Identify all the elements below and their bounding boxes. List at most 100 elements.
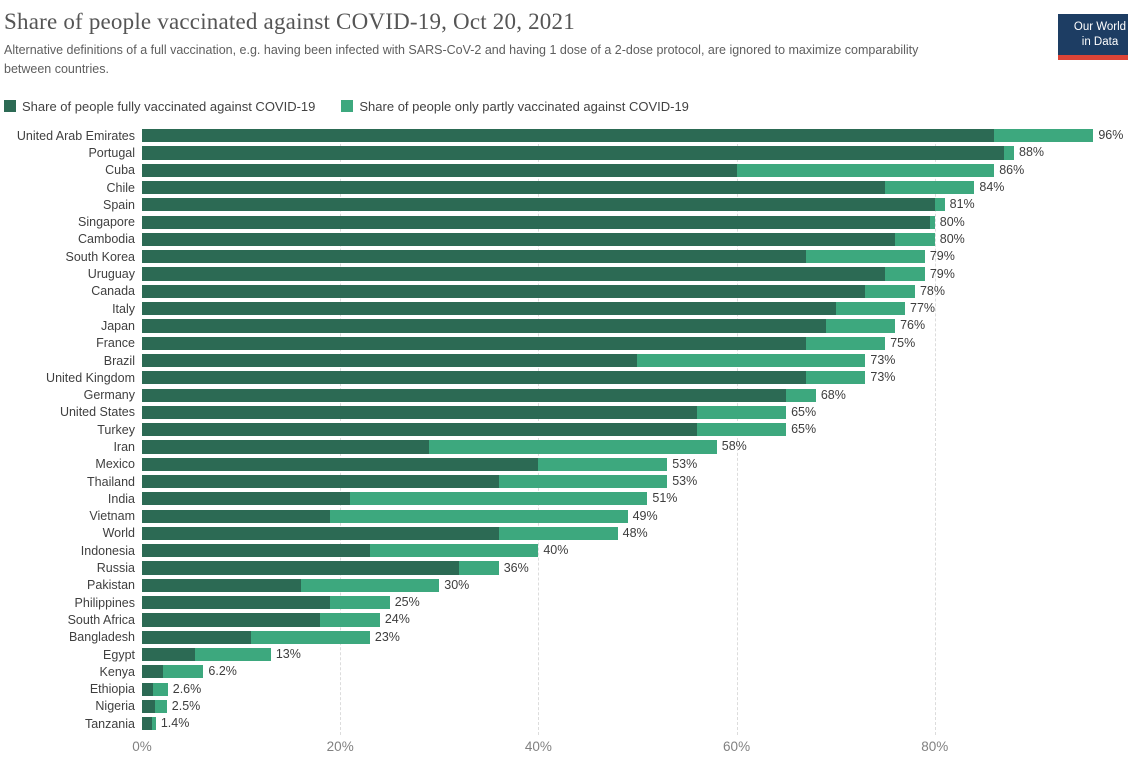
bar-track[interactable]: 76% [142, 319, 1128, 333]
bar-partly-segment[interactable] [459, 561, 499, 575]
bar-fully-segment[interactable] [142, 163, 737, 177]
bar-fully-segment[interactable] [142, 613, 321, 627]
legend-item-fully[interactable]: Share of people fully vaccinated against… [4, 99, 315, 114]
bar-partly-segment[interactable] [151, 717, 156, 731]
bar-partly-segment[interactable] [320, 613, 380, 627]
bar-fully-segment[interactable] [142, 457, 539, 471]
bar-fully-segment[interactable] [142, 699, 155, 714]
bar-track[interactable]: 53% [142, 474, 1128, 489]
bar-partly-segment[interactable] [885, 267, 925, 281]
bar-fully-segment[interactable] [142, 198, 935, 212]
bar-partly-segment[interactable] [369, 544, 539, 558]
bar-track[interactable]: 40% [142, 544, 1128, 558]
bar-partly-segment[interactable] [994, 129, 1094, 143]
bar-track[interactable]: 36% [142, 561, 1128, 575]
bar-fully-segment[interactable] [142, 526, 499, 541]
bar-fully-segment[interactable] [142, 717, 152, 731]
bar-fully-segment[interactable] [142, 180, 886, 195]
bar-track[interactable]: 73% [142, 371, 1128, 385]
bar-fully-segment[interactable] [142, 474, 499, 489]
bar-partly-segment[interactable] [885, 180, 975, 195]
bar-track[interactable]: 58% [142, 440, 1128, 454]
bar-track[interactable]: 96% [142, 129, 1128, 143]
bar-partly-segment[interactable] [805, 336, 886, 350]
bar-track[interactable]: 86% [142, 163, 1128, 177]
bar-partly-segment[interactable] [929, 215, 935, 229]
bar-track[interactable]: 68% [142, 388, 1128, 402]
bar-track[interactable]: 13% [142, 647, 1128, 662]
bar-fully-segment[interactable] [142, 630, 251, 644]
bar-partly-segment[interactable] [835, 302, 906, 316]
bar-track[interactable]: 48% [142, 526, 1128, 541]
bar-track[interactable]: 84% [142, 180, 1128, 195]
bar-track[interactable]: 23% [142, 630, 1128, 644]
bar-track[interactable]: 80% [142, 232, 1128, 247]
bar-fully-segment[interactable] [142, 267, 886, 281]
bar-partly-segment[interactable] [805, 371, 866, 385]
bar-track[interactable]: 78% [142, 284, 1128, 298]
bar-fully-segment[interactable] [142, 509, 331, 523]
bar-fully-segment[interactable] [142, 492, 351, 506]
bar-track[interactable]: 88% [142, 146, 1128, 160]
bar-track[interactable]: 65% [142, 423, 1128, 437]
bar-fully-segment[interactable] [142, 544, 370, 558]
bar-track[interactable]: 79% [142, 267, 1128, 281]
bar-track[interactable]: 81% [142, 198, 1128, 212]
bar-track[interactable]: 30% [142, 578, 1128, 592]
bar-track[interactable]: 24% [142, 613, 1128, 627]
bar-partly-segment[interactable] [152, 682, 168, 696]
bar-partly-segment[interactable] [350, 492, 648, 506]
bar-fully-segment[interactable] [142, 353, 638, 368]
bar-track[interactable]: 79% [142, 250, 1128, 264]
bar-track[interactable]: 53% [142, 457, 1128, 471]
bar-track[interactable]: 51% [142, 492, 1128, 506]
bar-fully-segment[interactable] [142, 250, 806, 264]
bar-fully-segment[interactable] [142, 561, 460, 575]
bar-partly-segment[interactable] [300, 578, 440, 592]
bar-partly-segment[interactable] [498, 474, 668, 489]
bar-track[interactable]: 75% [142, 336, 1128, 350]
bar-fully-segment[interactable] [142, 578, 301, 592]
bar-fully-segment[interactable] [142, 682, 153, 696]
bar-partly-segment[interactable] [330, 509, 628, 523]
bar-fully-segment[interactable] [142, 336, 806, 350]
bar-partly-segment[interactable] [736, 163, 995, 177]
bar-partly-segment[interactable] [194, 647, 271, 662]
bar-partly-segment[interactable] [251, 630, 370, 644]
bar-partly-segment[interactable] [154, 699, 167, 714]
bar-partly-segment[interactable] [498, 526, 618, 541]
bar-partly-segment[interactable] [637, 353, 866, 368]
bar-track[interactable]: 80% [142, 215, 1128, 229]
bar-partly-segment[interactable] [538, 457, 668, 471]
owid-logo[interactable]: Our World in Data [1058, 14, 1128, 60]
bar-fully-segment[interactable] [142, 319, 826, 333]
bar-fully-segment[interactable] [142, 371, 806, 385]
bar-fully-segment[interactable] [142, 423, 697, 437]
bar-fully-segment[interactable] [142, 302, 836, 316]
bar-fully-segment[interactable] [142, 215, 930, 229]
bar-track[interactable]: 65% [142, 405, 1128, 419]
bar-partly-segment[interactable] [895, 232, 935, 247]
bar-track[interactable]: 1.4% [142, 717, 1128, 731]
bar-partly-segment[interactable] [330, 596, 390, 610]
bar-fully-segment[interactable] [142, 665, 163, 679]
bar-fully-segment[interactable] [142, 440, 430, 454]
bar-fully-segment[interactable] [142, 388, 787, 402]
bar-partly-segment[interactable] [162, 665, 204, 679]
bar-fully-segment[interactable] [142, 146, 1005, 160]
bar-track[interactable]: 6.2% [142, 665, 1128, 679]
legend-item-partly[interactable]: Share of people only partly vaccinated a… [341, 99, 689, 114]
bar-partly-segment[interactable] [1004, 146, 1015, 160]
bar-track[interactable]: 77% [142, 302, 1128, 316]
bar-fully-segment[interactable] [142, 596, 331, 610]
bar-track[interactable]: 2.5% [142, 699, 1128, 714]
bar-track[interactable]: 73% [142, 353, 1128, 368]
bar-track[interactable]: 25% [142, 596, 1128, 610]
bar-partly-segment[interactable] [429, 440, 717, 454]
bar-partly-segment[interactable] [825, 319, 896, 333]
bar-partly-segment[interactable] [786, 388, 816, 402]
bar-partly-segment[interactable] [805, 250, 925, 264]
bar-partly-segment[interactable] [696, 405, 787, 419]
bar-fully-segment[interactable] [142, 647, 195, 662]
bar-partly-segment[interactable] [865, 284, 915, 298]
